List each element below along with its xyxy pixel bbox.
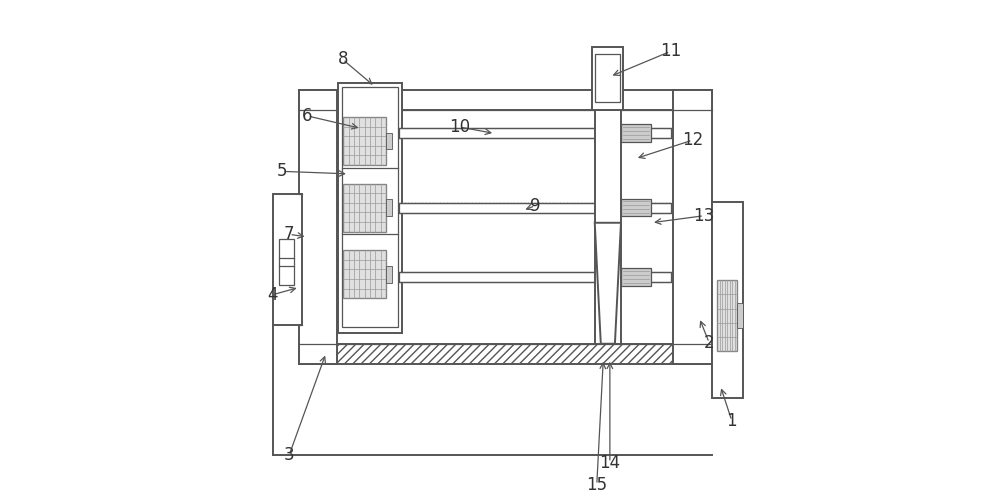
Bar xyxy=(621,124,651,142)
Bar xyxy=(342,87,398,327)
Polygon shape xyxy=(595,223,621,344)
Bar xyxy=(338,83,402,333)
Bar xyxy=(717,280,737,351)
Bar xyxy=(343,250,386,298)
Text: 10: 10 xyxy=(449,118,470,136)
Text: 15: 15 xyxy=(586,476,607,494)
Bar xyxy=(299,90,337,364)
Bar xyxy=(299,344,712,364)
Bar xyxy=(279,239,294,285)
Bar xyxy=(592,47,623,110)
Bar xyxy=(621,268,651,286)
Text: 6: 6 xyxy=(302,107,313,125)
Text: 11: 11 xyxy=(660,42,681,60)
Text: 13: 13 xyxy=(693,207,715,225)
Text: 7: 7 xyxy=(284,225,295,243)
Text: 5: 5 xyxy=(277,162,288,180)
Text: 12: 12 xyxy=(682,131,703,149)
Bar xyxy=(399,128,671,138)
Bar xyxy=(621,199,651,217)
Bar xyxy=(273,194,302,325)
Bar xyxy=(343,117,386,165)
Text: 1: 1 xyxy=(727,412,737,430)
Bar xyxy=(343,184,386,232)
Text: 2: 2 xyxy=(704,334,714,352)
Bar xyxy=(712,202,743,398)
Text: 3: 3 xyxy=(284,446,295,464)
Text: 8: 8 xyxy=(338,50,348,69)
Bar xyxy=(386,133,392,150)
Text: 14: 14 xyxy=(599,454,620,472)
Bar xyxy=(595,110,621,344)
Bar xyxy=(673,90,712,364)
Bar xyxy=(595,54,620,102)
Bar xyxy=(737,303,743,328)
Bar xyxy=(386,199,392,216)
Text: 4: 4 xyxy=(267,286,277,304)
Bar xyxy=(299,90,712,110)
Bar xyxy=(386,266,392,283)
Bar xyxy=(399,272,671,282)
Bar xyxy=(399,203,671,213)
Text: 9: 9 xyxy=(530,197,541,215)
